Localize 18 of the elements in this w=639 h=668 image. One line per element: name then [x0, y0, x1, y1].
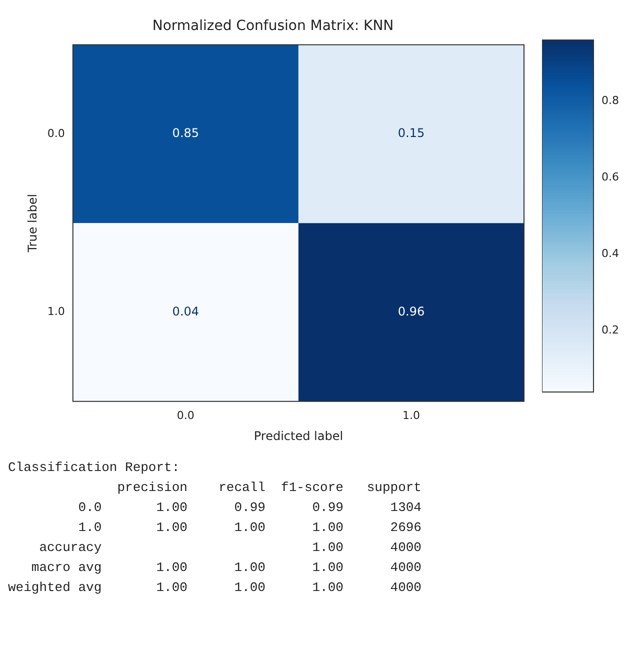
- data-label: 0.15: [398, 126, 425, 140]
- x-axis-title: Predicted label: [254, 428, 344, 443]
- data-label: 0.85: [172, 126, 200, 140]
- y-axis-title: True label: [25, 194, 40, 254]
- color-bar-label: 0.4: [602, 247, 620, 260]
- color-bar-label: 0.6: [602, 170, 620, 184]
- data-label: 0.04: [172, 304, 200, 318]
- text: macro avg 1.00 1.00 1.00 4000: [30, 559, 422, 577]
- text: precision recall f1-score support: [116, 479, 422, 497]
- text: accuracy 1.00 4000: [38, 539, 422, 557]
- color-bar-label: 0.8: [602, 94, 620, 108]
- text: weighted avg 1.00 1.00 1.00 4000: [8, 579, 422, 597]
- text: 0.0 1.00 0.99 0.99 1304: [77, 499, 422, 517]
- text: Classification Report:: [8, 459, 181, 477]
- text: 1.0 1.00 1.00 1.00 2696: [77, 519, 422, 537]
- data-label: 0.96: [398, 304, 425, 318]
- chart-title: Normalized Confusion Matrix: KNN: [152, 18, 394, 34]
- color-bar-label: 0.2: [602, 324, 620, 337]
